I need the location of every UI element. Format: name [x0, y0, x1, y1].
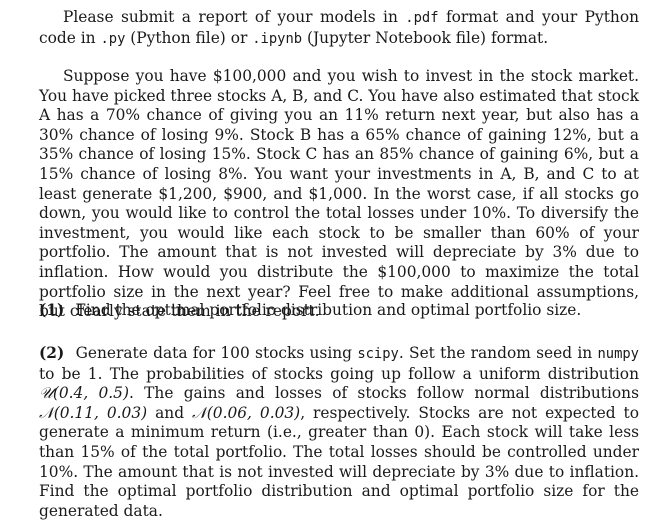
normal-distribution-gain: 𝒩(0.11, 0.03) — [39, 403, 148, 422]
py-extension: .py — [100, 30, 126, 47]
question-1: (1) Find the optimal portfolio distribut… — [39, 301, 639, 321]
instruction-text: (Python file) or — [125, 28, 253, 47]
question-2-text: Generate data for 100 stocks using — [75, 344, 358, 362]
question-2-text: , respectively. Stocks are not expected … — [39, 403, 639, 520]
question-1-label: (1) — [39, 301, 65, 319]
normal-distribution-loss: 𝒩(0.06, 0.03) — [192, 403, 301, 422]
question-1-text: Find the optimal portfolio distribution … — [75, 301, 582, 319]
question-2-text: to be 1. The probabilities of stocks goi… — [39, 364, 639, 383]
pdf-extension: .pdf — [405, 10, 439, 26]
instruction-text: Please submit a report of your models in — [63, 8, 406, 26]
question-2-text: and — [147, 403, 193, 422]
question-2-label: (2) — [39, 344, 65, 362]
uniform-distribution: 𝒰(0.4, 0.5) — [39, 384, 129, 403]
instruction-text: (Jupyter Notebook file) format. — [302, 28, 549, 47]
numpy-code: numpy — [597, 346, 639, 362]
instruction-text: format and your Python code in — [39, 8, 639, 47]
question-2-text: . Set the random seed in — [398, 344, 598, 362]
problem-statement: Suppose you have $100,000 and you wish t… — [39, 67, 639, 321]
question-2-text: . The gains and losses of stocks follow … — [128, 384, 639, 403]
ipynb-extension: .ipynb — [252, 30, 303, 47]
submission-instructions: Please submit a report of your models in… — [39, 8, 639, 49]
scipy-code: scipy — [357, 346, 399, 362]
question-2: (2) Generate data for 100 stocks using s… — [39, 344, 639, 521]
